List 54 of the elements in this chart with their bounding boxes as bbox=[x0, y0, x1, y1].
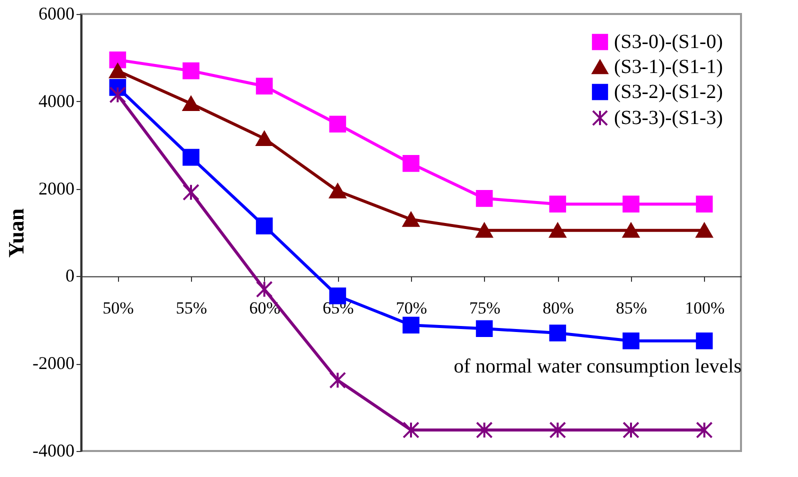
legend-label: (S3-2)-(S1-2) bbox=[614, 81, 723, 103]
y-tick-label: 6000 bbox=[38, 4, 74, 24]
point bbox=[549, 196, 566, 213]
y-tick-label: -4000 bbox=[32, 440, 74, 460]
point bbox=[182, 148, 200, 166]
point bbox=[622, 196, 640, 213]
legend-label: (S3-3)-(S1-3) bbox=[614, 107, 723, 129]
point bbox=[329, 372, 346, 389]
point bbox=[549, 422, 566, 438]
x-tick-label: 100% bbox=[684, 298, 725, 318]
point bbox=[549, 324, 566, 342]
point bbox=[182, 62, 200, 80]
point bbox=[402, 212, 420, 227]
y-tick-label: 4000 bbox=[38, 90, 74, 111]
point bbox=[696, 332, 713, 350]
point bbox=[256, 280, 273, 298]
point bbox=[329, 184, 346, 198]
point bbox=[109, 86, 126, 104]
point bbox=[402, 422, 420, 438]
point bbox=[622, 422, 640, 438]
x-tick-label: 50% bbox=[102, 298, 134, 318]
point bbox=[549, 222, 566, 238]
point bbox=[622, 222, 640, 238]
point bbox=[476, 222, 493, 238]
point bbox=[696, 222, 713, 238]
point bbox=[402, 316, 420, 334]
point bbox=[182, 96, 200, 112]
point bbox=[622, 332, 640, 350]
x-tick-label: 55% bbox=[176, 298, 208, 318]
x-tick-label: 60% bbox=[249, 298, 280, 318]
legend-label: (S3-0)-(S1-0) bbox=[614, 31, 723, 53]
point bbox=[329, 116, 346, 133]
point bbox=[476, 320, 493, 338]
y-tick-label: -2000 bbox=[32, 353, 74, 374]
point bbox=[402, 155, 420, 172]
y-tick-label: 2000 bbox=[38, 178, 74, 198]
point bbox=[256, 218, 273, 234]
x-axis-title: of normal water consumption levels bbox=[454, 356, 742, 378]
x-tick-label: 85% bbox=[616, 298, 648, 318]
legend-label: (S3-1)-(S1-1) bbox=[614, 56, 723, 78]
point bbox=[696, 422, 713, 438]
y-axis-title: Yuan bbox=[4, 208, 29, 258]
point bbox=[109, 51, 126, 68]
point bbox=[182, 184, 200, 201]
x-tick-label: 80% bbox=[542, 298, 574, 318]
point bbox=[476, 422, 493, 438]
point bbox=[256, 78, 273, 95]
point bbox=[109, 63, 126, 78]
x-tick-label: 70% bbox=[396, 298, 428, 318]
x-tick-label: 75% bbox=[469, 298, 500, 318]
point bbox=[256, 131, 273, 146]
point bbox=[476, 190, 493, 207]
y-tick-label: 0 bbox=[66, 266, 74, 286]
point bbox=[696, 196, 713, 213]
